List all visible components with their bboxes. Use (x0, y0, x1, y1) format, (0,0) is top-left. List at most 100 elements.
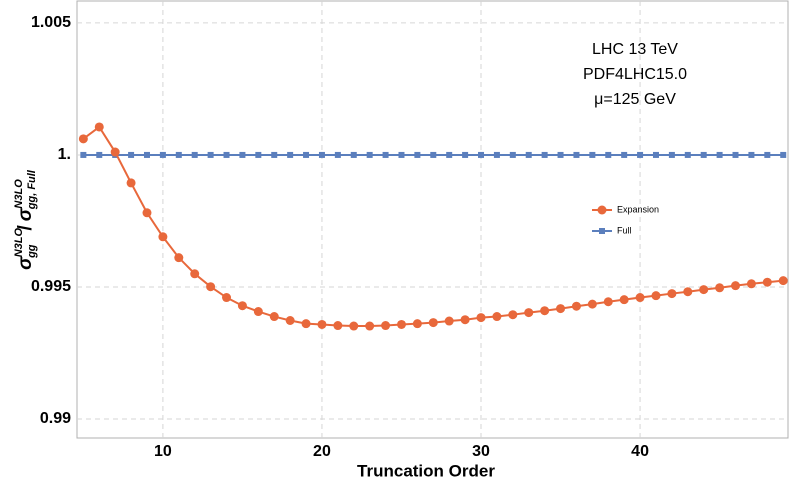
marker (557, 151, 564, 158)
marker (78, 134, 88, 144)
marker (94, 122, 104, 132)
marker (652, 151, 659, 158)
marker (142, 208, 152, 218)
marker (365, 321, 375, 331)
y-tick-label: 0.995 (31, 278, 71, 295)
legend-label: Full (617, 225, 632, 235)
marker (619, 295, 629, 305)
y-tick-label: 0.99 (40, 410, 71, 427)
marker (573, 151, 580, 158)
marker (428, 318, 438, 328)
marker (412, 319, 422, 329)
marker (333, 321, 343, 331)
marker (334, 151, 341, 158)
marker (158, 232, 168, 242)
marker (430, 151, 437, 158)
marker (715, 283, 725, 293)
y-label-sup: N3LO (13, 179, 25, 209)
marker (603, 297, 613, 307)
marker (683, 287, 693, 297)
legend-label: Expansion (617, 204, 659, 214)
marker (350, 151, 357, 158)
annotation: LHC 13 TeV (592, 41, 678, 58)
marker (126, 178, 136, 188)
marker (780, 151, 787, 158)
y-tick-label: 1. (58, 146, 71, 163)
marker (381, 321, 391, 331)
marker (239, 151, 246, 158)
marker (303, 151, 310, 158)
marker (716, 151, 723, 158)
marker (255, 151, 262, 158)
y-label-symbol: σ (15, 207, 36, 221)
plot-frame (76, 0, 789, 439)
annotation: PDF4LHC15.0 (583, 66, 687, 83)
y-axis-label: σN3LOgg/σN3LOgg, Full (13, 169, 38, 270)
marker (366, 151, 373, 158)
marker (700, 151, 707, 158)
marker (285, 315, 295, 325)
marker (222, 293, 232, 303)
marker (80, 151, 87, 158)
marker (748, 151, 755, 158)
marker (396, 319, 406, 329)
marker (269, 312, 279, 322)
marker (301, 319, 311, 329)
y-label-sub: gg (26, 244, 38, 259)
marker (621, 151, 628, 158)
marker (476, 313, 486, 323)
y-label-symbol: σ (15, 256, 36, 270)
annotation: μ=125 GeV (594, 91, 676, 108)
marker (206, 282, 216, 292)
marker (191, 151, 198, 158)
marker (128, 151, 135, 158)
marker (478, 151, 485, 158)
marker (667, 289, 677, 299)
y-label-separator: / (15, 224, 36, 230)
marker (651, 291, 661, 301)
marker (493, 151, 500, 158)
y-tick-label: 1.005 (31, 14, 71, 31)
marker (460, 315, 470, 325)
marker (190, 269, 200, 279)
x-tick-label: 10 (154, 443, 172, 460)
marker (668, 151, 675, 158)
marker (271, 151, 278, 158)
marker (110, 147, 120, 157)
y-label-sup: N3LO (13, 227, 25, 257)
marker (318, 151, 325, 158)
legend-marker (599, 228, 605, 234)
legend-marker (597, 205, 607, 215)
marker (764, 151, 771, 158)
marker (589, 151, 596, 158)
marker (444, 316, 454, 326)
marker (492, 312, 502, 322)
x-axis-label: Truncation Order (357, 461, 495, 480)
marker (731, 281, 741, 291)
marker (635, 293, 645, 303)
marker (382, 151, 389, 158)
marker (253, 307, 263, 317)
marker (699, 285, 709, 295)
marker (525, 151, 532, 158)
x-tick-label: 40 (631, 443, 649, 460)
marker (540, 306, 550, 316)
marker (174, 253, 184, 263)
marker (509, 151, 516, 158)
marker (207, 151, 214, 158)
x-tick-label: 30 (472, 443, 490, 460)
marker (223, 151, 230, 158)
marker (762, 277, 772, 287)
marker (159, 151, 166, 158)
marker (541, 151, 548, 158)
marker (778, 276, 788, 286)
marker (556, 304, 566, 314)
marker (96, 151, 103, 158)
marker (524, 308, 534, 318)
marker (508, 310, 518, 320)
marker (175, 151, 182, 158)
marker (637, 151, 644, 158)
y-label-sub: gg, Full (26, 169, 38, 210)
x-tick-label: 20 (313, 443, 331, 460)
